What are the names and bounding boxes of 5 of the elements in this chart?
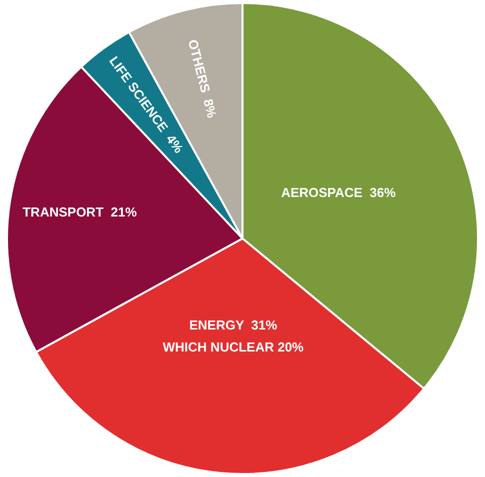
slice-label: OTHERS 8% bbox=[185, 38, 220, 120]
text: WHICH NUCLEAR 20% bbox=[162, 340, 304, 355]
slice-label: TRANSPORT 21% bbox=[22, 204, 138, 220]
slice-label: AEROSPACE 36% bbox=[281, 184, 396, 200]
slice-label: ENERGY 31% bbox=[189, 318, 278, 333]
